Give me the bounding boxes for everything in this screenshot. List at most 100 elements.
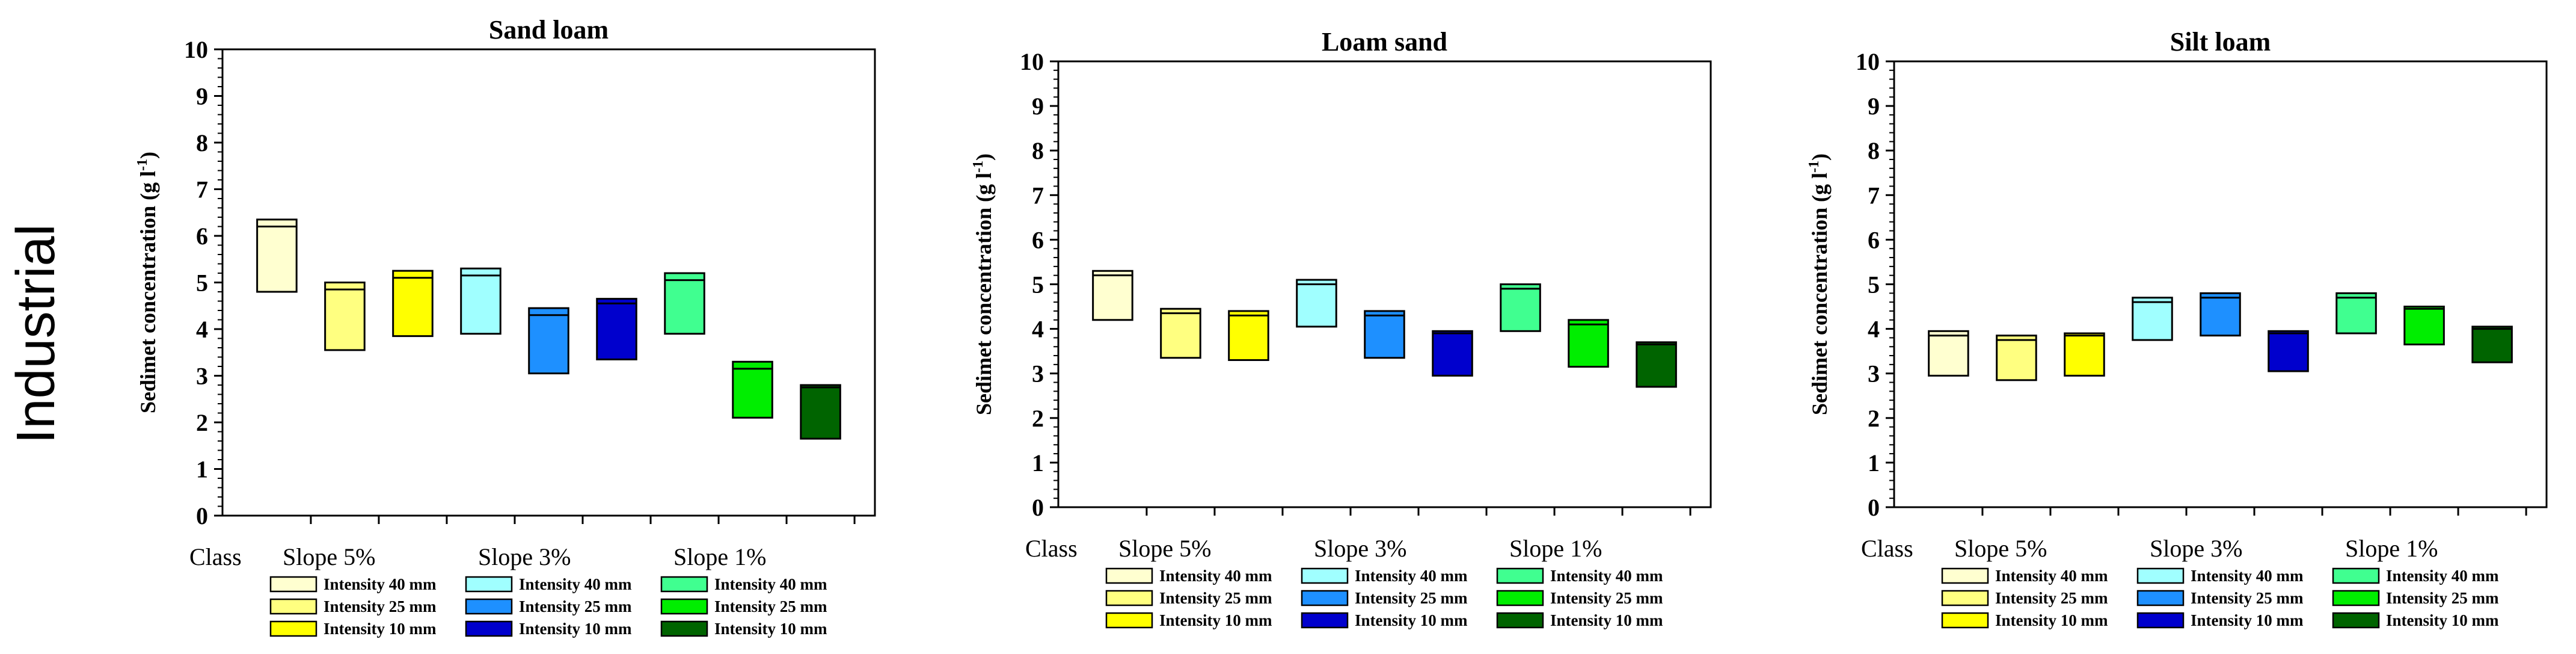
legend-swatch (1496, 567, 1544, 584)
legend-group-label: Slope 3% (2150, 535, 2242, 562)
legend-group-label: Slope 1% (673, 543, 766, 570)
legend-swatch (2136, 612, 2185, 629)
y-tick-label: 7 (1032, 182, 1044, 209)
legend-swatch (2136, 567, 2185, 584)
box-mark (1160, 307, 1201, 359)
box-mark (256, 218, 298, 293)
legend-group-label: Slope 5% (1954, 535, 2047, 562)
legend-swatch (660, 620, 708, 637)
plot-frame (1057, 60, 1712, 508)
legend-item-label: Intensity 10 mm (1550, 611, 1663, 629)
box-mark (1636, 341, 1677, 388)
box-mark (1996, 335, 2037, 381)
y-tick-label: 2 (196, 409, 208, 436)
row-label: Industrial (6, 224, 66, 443)
y-tick-label: 9 (196, 83, 208, 110)
y-tick-label: 6 (1032, 226, 1044, 253)
legend-swatch (660, 598, 708, 615)
legend-item-label: Intensity 40 mm (2191, 567, 2304, 585)
legend-swatch (660, 576, 708, 593)
legend-swatch (269, 576, 317, 593)
legend-item-label: Intensity 25 mm (2386, 589, 2499, 607)
legend-item-label: Intensity 25 mm (1159, 589, 1272, 607)
box-mark (1364, 310, 1405, 359)
legend-group-label: Slope 5% (1118, 535, 1211, 562)
legend-item-label: Intensity 10 mm (714, 620, 827, 638)
box-mark (596, 298, 637, 360)
legend-swatch (2332, 612, 2380, 629)
box-mark (2471, 325, 2513, 363)
y-tick-label: 8 (1868, 137, 1880, 164)
chart-title: Loam sand (1322, 27, 1447, 57)
y-tick-label: 9 (1868, 93, 1880, 120)
legend-item-label: Intensity 40 mm (1355, 567, 1468, 585)
legend-swatch (1941, 590, 1989, 606)
legend-item-label: Intensity 10 mm (1995, 611, 2108, 629)
box-mark (2064, 332, 2105, 377)
y-tick-label: 3 (1032, 360, 1044, 387)
legend-item-label: Intensity 40 mm (519, 575, 632, 593)
legend-item-label: Intensity 10 mm (2386, 611, 2499, 629)
box-mark (1228, 310, 1269, 361)
box-mark (1432, 330, 1473, 377)
legend-item-label: Intensity 10 mm (2191, 611, 2304, 629)
legend-swatch (2332, 590, 2380, 606)
y-tick-label: 2 (1868, 405, 1880, 432)
legend-item-label: Intensity 10 mm (1159, 611, 1272, 629)
y-tick-label: 1 (1868, 449, 1880, 477)
y-axis-label: Sedimet concentration (g l-1) (1806, 153, 1832, 415)
box-mark (392, 270, 434, 338)
legend-swatch (1105, 590, 1153, 606)
y-tick-label: 0 (1032, 494, 1044, 521)
legend-item-label: Intensity 25 mm (324, 597, 437, 615)
y-tick-label: 5 (1868, 271, 1880, 298)
y-tick-label: 6 (196, 223, 208, 250)
y-tick-label: 8 (1032, 137, 1044, 164)
y-tick-label: 7 (1868, 182, 1880, 209)
y-tick-label: 0 (1868, 494, 1880, 521)
box-mark (732, 360, 773, 419)
legend-item-label: Intensity 25 mm (1995, 589, 2108, 607)
box-mark (2200, 292, 2241, 337)
legend-swatch (1941, 567, 1989, 584)
legend-group-label: Slope 1% (2345, 535, 2438, 562)
legend-item-label: Intensity 40 mm (324, 575, 437, 593)
y-tick-label: 10 (184, 36, 208, 63)
box-mark (664, 272, 705, 335)
box-mark (2403, 306, 2445, 346)
y-tick-label: 6 (1868, 226, 1880, 253)
legend-swatch (269, 620, 317, 637)
chart-panel: Sand loam 0 1 2 3 4 5 6 7 8 9 10 Sedimet concentrati… (135, 15, 876, 638)
legend-item-label: Intensity 40 mm (1995, 567, 2108, 585)
legend-swatch (1105, 612, 1153, 629)
box-mark (324, 282, 366, 351)
legend-class-label: Class (1861, 535, 1913, 562)
box-mark (2268, 330, 2309, 372)
y-tick-label: 5 (1032, 271, 1044, 298)
chart-title: Silt loam (2170, 27, 2271, 57)
legend-item-label: Intensity 10 mm (324, 620, 437, 638)
y-axis-label: Sedimet concentration (g l-1) (135, 152, 160, 413)
box-mark (1928, 330, 1969, 377)
legend-swatch (2136, 590, 2185, 606)
legend-group-label: Slope 5% (283, 543, 375, 570)
legend-swatch (465, 598, 513, 615)
y-tick-label: 1 (196, 456, 208, 483)
legend-swatch (1105, 567, 1153, 584)
legend-item-label: Intensity 40 mm (714, 575, 827, 593)
legend-item-label: Intensity 25 mm (1355, 589, 1468, 607)
legend-swatch (1496, 590, 1544, 606)
y-tick-label: 8 (196, 129, 208, 156)
box-mark (1092, 270, 1133, 321)
chart-panel: Loam sand 0 1 2 3 4 5 6 7 8 9 10 Sedimet concentrati… (971, 27, 1712, 629)
y-tick-label: 2 (1032, 405, 1044, 432)
chart-panel: Silt loam 0 1 2 3 4 5 6 7 8 9 10 Sedimet concentrati… (1806, 27, 2548, 629)
legend-item-label: Intensity 25 mm (519, 597, 632, 615)
box-mark (1500, 283, 1541, 332)
legend-swatch (1496, 612, 1544, 629)
legend-swatch (1301, 612, 1349, 629)
legend-group-label: Slope 3% (478, 543, 571, 570)
y-tick-label: 0 (196, 502, 208, 529)
box-mark (460, 267, 501, 335)
